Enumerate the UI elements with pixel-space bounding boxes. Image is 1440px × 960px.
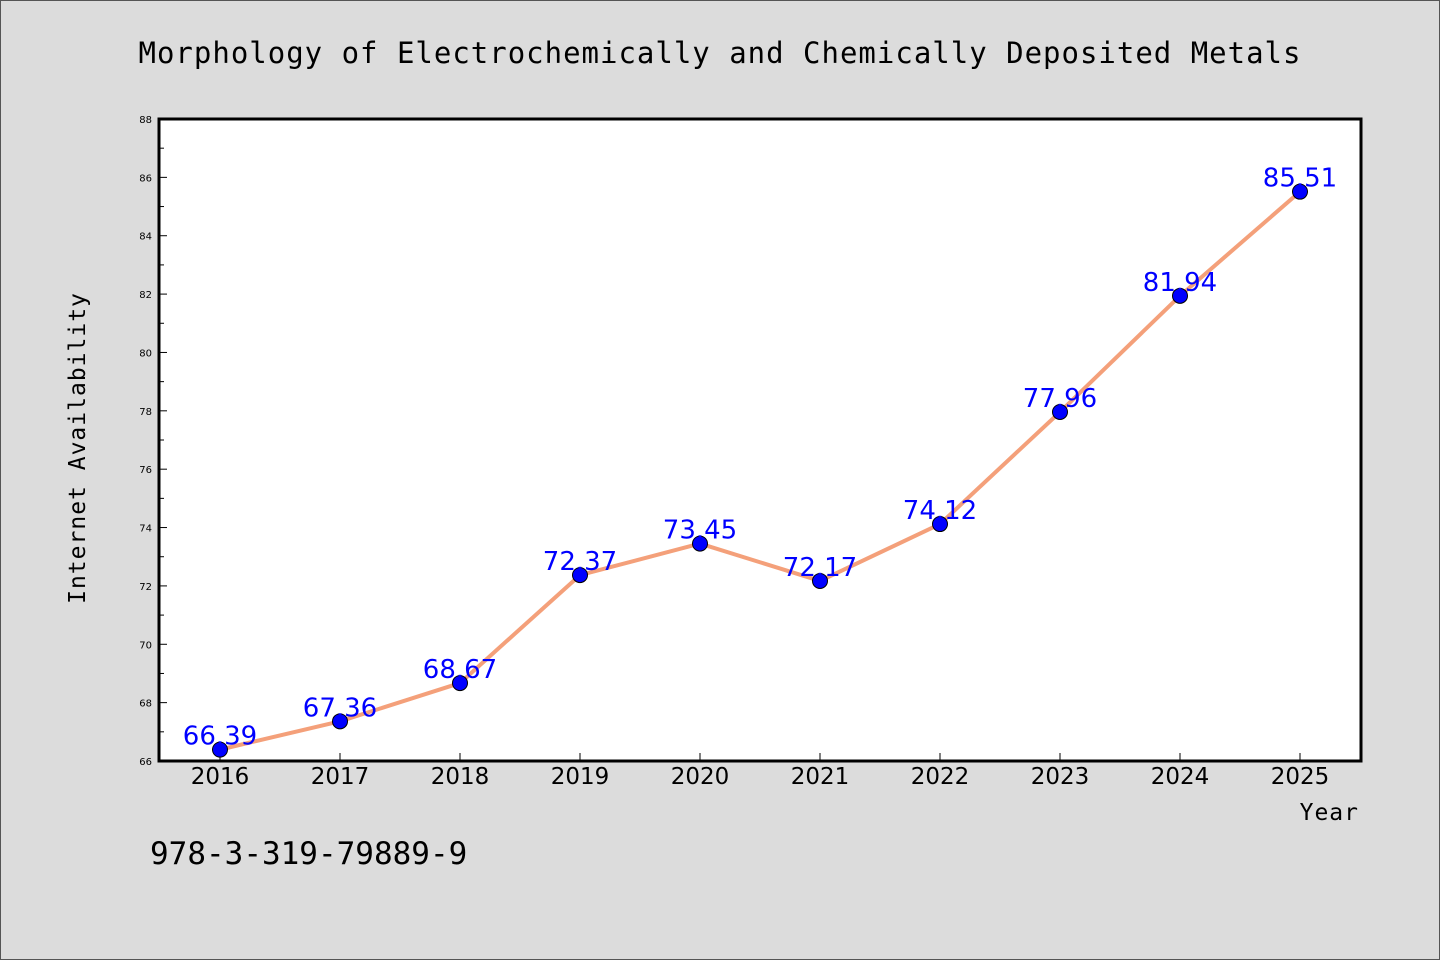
data-label: 72.17 xyxy=(783,553,857,583)
y-tick-label: 84 xyxy=(139,232,152,243)
data-point xyxy=(212,741,228,758)
x-tick-label: 2016 xyxy=(191,764,250,790)
x-tick-label: 2025 xyxy=(1271,764,1330,790)
y-tick-label: 72 xyxy=(139,582,152,593)
isbn-text: 978-3-319-79889-9 xyxy=(150,836,467,872)
x-tick-label: 2017 xyxy=(311,764,370,790)
data-point xyxy=(332,713,348,730)
y-tick-label: 86 xyxy=(139,173,152,184)
x-tick-label: 2020 xyxy=(671,764,730,790)
y-tick-label: 82 xyxy=(139,290,152,301)
data-label: 77.96 xyxy=(1023,384,1097,414)
x-tick-label: 2024 xyxy=(1151,764,1210,790)
series-markers xyxy=(212,183,1308,758)
y-tick-label: 80 xyxy=(139,348,152,359)
plot-border xyxy=(157,117,1363,763)
plot-area xyxy=(159,119,1361,761)
data-point xyxy=(452,675,468,692)
y-tick-label: 66 xyxy=(139,757,152,768)
data-label: 72.37 xyxy=(543,547,617,577)
data-label: 66.39 xyxy=(183,722,257,752)
series-line xyxy=(218,189,1302,752)
data-point xyxy=(1172,287,1188,304)
y-tick-label: 74 xyxy=(139,524,152,535)
data-point xyxy=(572,567,588,584)
data-point xyxy=(1292,183,1308,200)
chart-title: Morphology of Electrochemically and Chem… xyxy=(139,36,1302,70)
x-tick-label: 2018 xyxy=(431,764,490,790)
data-labels: 66.39 67.36 68.67 72.37 73.45 72.17 74.12 77.96… xyxy=(183,164,1337,752)
data-point xyxy=(932,516,948,533)
y-tick-label: 88 xyxy=(139,115,152,126)
x-axis-ticks: 2016 2017 2018 2019 2020 2021 2022 2023 2024 2025 xyxy=(191,753,1330,790)
data-label: 73.45 xyxy=(663,516,737,546)
data-label: 68.67 xyxy=(423,655,497,685)
x-tick-label: 2019 xyxy=(551,764,610,790)
data-label: 67.36 xyxy=(303,693,377,723)
y-tick-label: 76 xyxy=(139,465,152,476)
y-tick-label: 78 xyxy=(139,407,152,418)
y-axis-ticks: 66 68 70 72 74 76 78 80 82 84 86 88 xyxy=(139,115,167,768)
data-label: 85.51 xyxy=(1263,164,1337,194)
data-label: 81.94 xyxy=(1143,268,1217,298)
data-point xyxy=(812,572,828,589)
y-tick-label: 70 xyxy=(139,640,152,651)
data-point xyxy=(1052,403,1068,420)
data-point xyxy=(692,535,708,552)
x-tick-label: 2023 xyxy=(1031,764,1090,790)
x-tick-label: 2021 xyxy=(791,764,850,790)
y-axis-label: Internet Availability xyxy=(65,292,91,604)
data-label: 74.12 xyxy=(903,496,977,526)
x-tick-label: 2022 xyxy=(911,764,970,790)
x-axis-label: Year xyxy=(1300,800,1359,826)
y-tick-label: 68 xyxy=(139,699,152,710)
